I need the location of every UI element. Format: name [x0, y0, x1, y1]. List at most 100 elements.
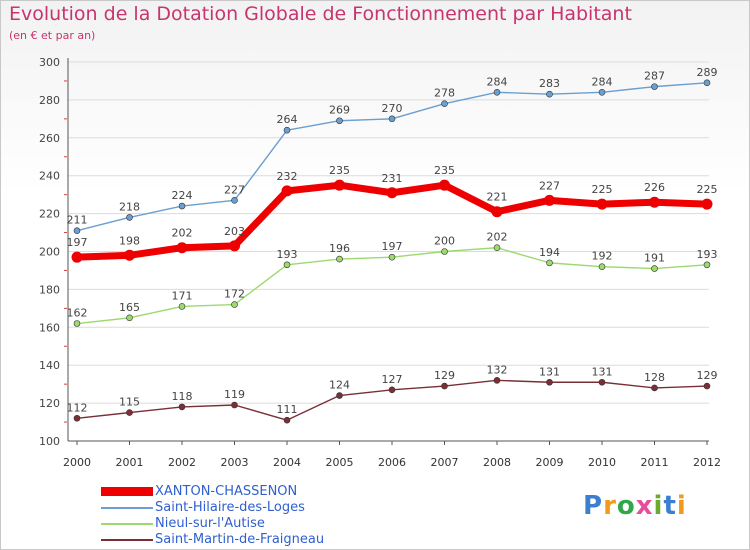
y-tick-label: 140: [39, 359, 60, 372]
x-tick-label: 2007: [431, 456, 459, 469]
data-point-xanton-chassenon: [544, 194, 555, 206]
data-point-saint-hilaire-des-loges: [336, 117, 343, 125]
data-label-saint-martin-de-fraigneau: 127: [382, 373, 403, 386]
data-label-saint-hilaire-des-loges: 270: [382, 102, 403, 115]
data-label-saint-martin-de-fraigneau: 131: [539, 365, 560, 378]
logo-letter: P: [583, 491, 604, 521]
data-label-xanton-chassenon: 221: [487, 191, 508, 204]
data-label-nieul-sur-l-autise: 171: [172, 289, 193, 302]
data-point-nieul-sur-l-autise: [598, 263, 606, 270]
data-label-nieul-sur-l-autise: 197: [382, 240, 403, 253]
data-point-xanton-chassenon: [649, 196, 660, 208]
data-label-saint-hilaire-des-loges: 284: [592, 75, 613, 88]
data-label-nieul-sur-l-autise: 192: [592, 250, 613, 263]
y-tick-label: 240: [39, 170, 60, 183]
data-point-xanton-chassenon: [176, 242, 188, 254]
data-point-saint-martin-de-fraigneau: [178, 403, 186, 411]
series-layer: [71, 79, 713, 424]
data-point-saint-hilaire-des-loges: [178, 202, 186, 210]
data-label-nieul-sur-l-autise: 202: [487, 231, 508, 244]
data-point-saint-hilaire-des-loges: [598, 89, 606, 96]
data-point-nieul-sur-l-autise: [178, 303, 186, 310]
data-point-saint-hilaire-des-loges: [546, 90, 553, 98]
data-point-xanton-chassenon: [334, 179, 345, 191]
data-point-saint-hilaire-des-loges: [231, 197, 238, 204]
data-label-xanton-chassenon: 203: [224, 225, 245, 238]
grid-layer: [68, 61, 709, 404]
data-label-xanton-chassenon: 202: [172, 227, 193, 240]
data-point-saint-martin-de-fraigneau: [441, 382, 448, 390]
data-point-saint-martin-de-fraigneau: [231, 401, 238, 409]
logo-letter: r: [603, 491, 617, 521]
logo-letter: t: [663, 491, 677, 521]
data-label-saint-hilaire-des-loges: 224: [172, 189, 193, 202]
legend-swatch: [101, 487, 153, 496]
data-label-saint-martin-de-fraigneau: 129: [697, 369, 718, 382]
x-tick-label: 2010: [588, 456, 616, 469]
data-label-saint-hilaire-des-loges: 218: [119, 200, 140, 213]
data-point-nieul-sur-l-autise: [493, 244, 501, 252]
data-point-saint-hilaire-des-loges: [283, 126, 291, 134]
data-point-xanton-chassenon: [281, 185, 293, 197]
data-point-xanton-chassenon: [71, 251, 83, 263]
data-label-xanton-chassenon: 197: [67, 236, 88, 249]
data-point-saint-martin-de-fraigneau: [598, 378, 606, 386]
data-point-saint-martin-de-fraigneau: [546, 378, 553, 386]
data-point-nieul-sur-l-autise: [231, 301, 238, 308]
data-label-saint-hilaire-des-loges: 264: [277, 113, 298, 126]
data-label-saint-martin-de-fraigneau: 119: [224, 388, 245, 401]
legend-label: Saint-Hilaire-des-Loges: [155, 500, 305, 515]
data-point-saint-martin-de-fraigneau: [703, 382, 711, 390]
data-point-saint-martin-de-fraigneau: [388, 386, 396, 394]
data-point-xanton-chassenon: [596, 198, 608, 210]
y-tick-label: 260: [39, 132, 60, 145]
data-label-xanton-chassenon: 225: [592, 183, 613, 196]
data-label-nieul-sur-l-autise: 193: [277, 248, 298, 261]
data-point-saint-hilaire-des-loges: [73, 227, 81, 234]
x-tick-label: 2002: [168, 456, 196, 469]
data-label-layer: 211 218 224 227 264 269 270 278 284 283 284 287 289 1…: [67, 66, 718, 416]
data-point-xanton-chassenon: [386, 187, 398, 199]
legend-swatch: [101, 523, 153, 525]
data-point-xanton-chassenon: [701, 198, 713, 210]
data-label-saint-martin-de-fraigneau: 131: [592, 365, 613, 378]
x-tick-label: 2003: [221, 456, 249, 469]
legend-label: Nieul-sur-l'Autise: [155, 516, 265, 531]
logo-letter: x: [635, 491, 654, 521]
data-label-nieul-sur-l-autise: 193: [697, 248, 718, 261]
data-point-nieul-sur-l-autise: [441, 248, 448, 255]
y-tick-label: 300: [39, 56, 60, 69]
data-label-saint-martin-de-fraigneau: 115: [119, 396, 140, 409]
axis-layer: 100 120 140 160 180 200 220 240 260 280 300 2000 200…: [39, 56, 721, 469]
data-label-saint-martin-de-fraigneau: 128: [644, 371, 665, 384]
data-label-saint-hilaire-des-loges: 211: [67, 214, 88, 227]
data-label-saint-hilaire-des-loges: 269: [329, 104, 350, 117]
chart-subtitle: (en € et par an): [9, 29, 96, 42]
data-label-xanton-chassenon: 235: [329, 164, 350, 177]
data-point-nieul-sur-l-autise: [388, 253, 396, 261]
data-point-saint-martin-de-fraigneau: [651, 384, 658, 392]
y-tick-label: 200: [39, 246, 60, 259]
data-label-nieul-sur-l-autise: 196: [329, 242, 350, 255]
data-point-saint-martin-de-fraigneau: [336, 392, 343, 399]
data-label-saint-hilaire-des-loges: 227: [224, 183, 245, 196]
data-point-saint-martin-de-fraigneau: [73, 414, 81, 422]
y-tick-label: 180: [39, 283, 60, 296]
data-point-nieul-sur-l-autise: [73, 320, 81, 327]
data-label-xanton-chassenon: 225: [697, 183, 718, 196]
data-label-nieul-sur-l-autise: 162: [67, 307, 88, 320]
data-label-nieul-sur-l-autise: 165: [119, 301, 140, 314]
x-tick-label: 2012: [693, 456, 721, 469]
x-tick-label: 2004: [273, 456, 301, 469]
data-label-saint-martin-de-fraigneau: 132: [487, 363, 508, 376]
data-label-saint-hilaire-des-loges: 284: [487, 75, 508, 88]
legend-label: Saint-Martin-de-Fraigneau: [155, 532, 325, 547]
data-point-nieul-sur-l-autise: [126, 314, 133, 322]
data-label-saint-martin-de-fraigneau: 118: [172, 390, 193, 403]
data-point-xanton-chassenon: [491, 206, 503, 218]
x-tick-label: 2001: [116, 456, 144, 469]
data-point-saint-martin-de-fraigneau: [493, 377, 501, 384]
data-label-nieul-sur-l-autise: 191: [644, 252, 665, 265]
proxiti-logo: Proxiti: [583, 491, 687, 521]
data-label-saint-hilaire-des-loges: 289: [697, 66, 718, 79]
